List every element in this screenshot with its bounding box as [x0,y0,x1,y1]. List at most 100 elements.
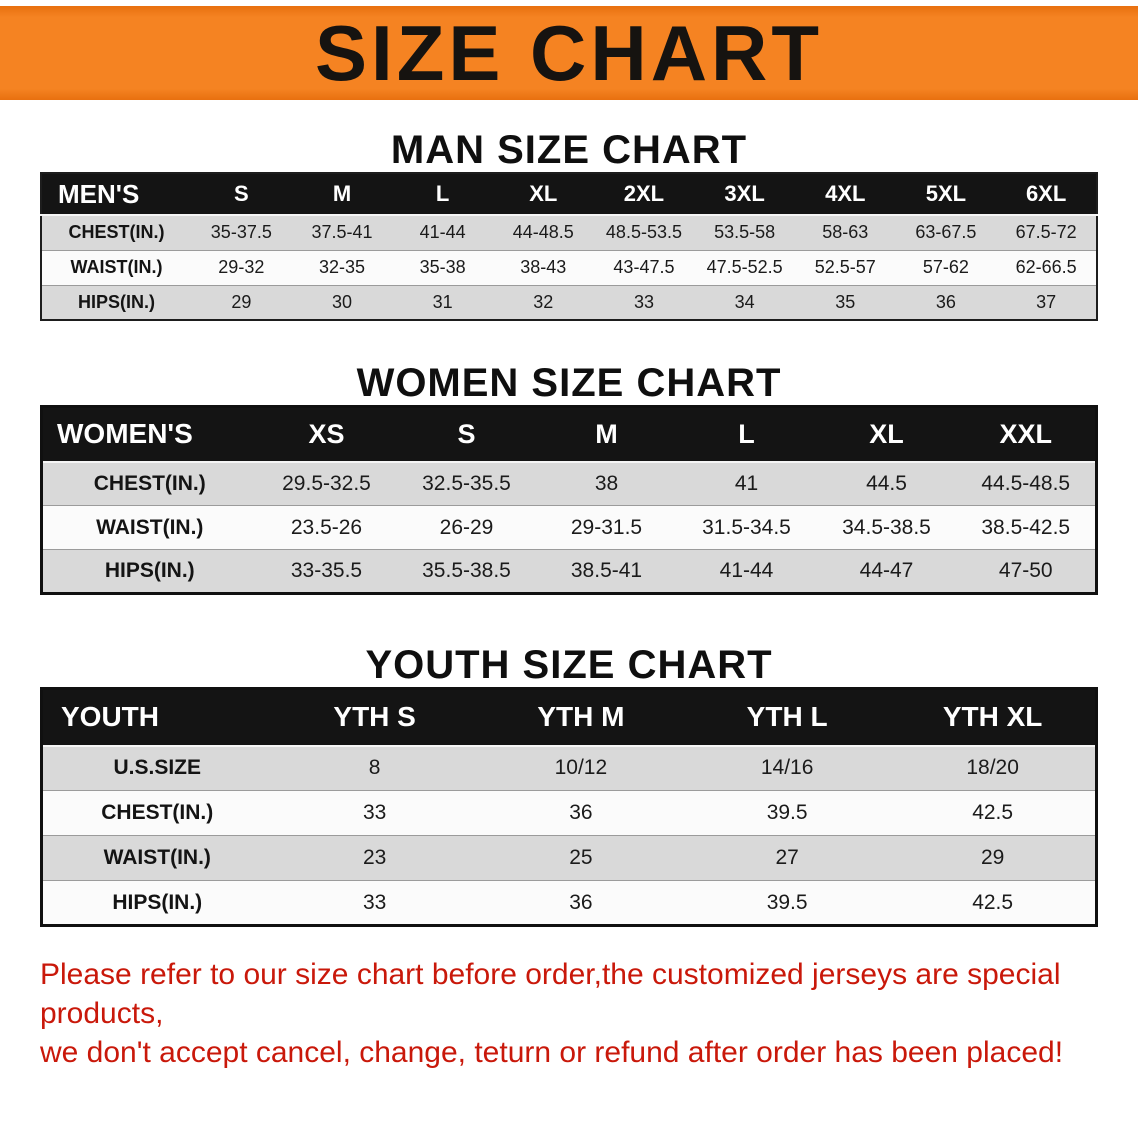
table-corner-label: MEN'S [41,173,191,216]
size-value: 23 [271,835,478,881]
size-value: 14/16 [684,745,891,791]
size-column-header: YTH M [477,688,684,747]
size-value: 44.5-48.5 [956,461,1097,506]
measurement-row: HIPS(IN.) 33-35.5 35.5-38.5 38.5-41 41-44 44-… [41,549,1097,594]
measurement-label: HIPS(IN.) [41,880,272,926]
size-column-header: YTH S [271,688,478,747]
disclaimer-line-1: Please refer to our size chart before or… [40,958,1061,1030]
size-value: 10/12 [477,745,684,791]
size-column-header: L [392,173,493,216]
men-size-section: MAN SIZE CHART MEN'S S M L XL 2XL 3XL 4XL 5XL 6XL… [0,128,1138,321]
size-column-header: M [291,173,393,216]
measurement-label: WAIST(IN.) [41,835,272,881]
size-value: 52.5-57 [794,249,896,285]
size-column-header: XL [492,173,594,216]
size-value: 35.5-38.5 [396,549,537,594]
youth-size-section: YOUTH SIZE CHART YOUTH YTH S YTH M YTH L YTH… [0,643,1138,927]
disclaimer-note: Please refer to our size chart before or… [0,955,1138,1072]
page-title: SIZE CHART [315,9,823,97]
size-column-header: 2XL [593,173,695,216]
size-value: 57-62 [895,249,997,285]
measurement-label: WAIST(IN.) [41,249,191,285]
size-value: 29 [191,284,292,320]
size-value: 38.5-42.5 [956,505,1097,550]
size-value: 38.5-41 [536,549,677,594]
size-column-header: L [676,406,817,463]
size-value: 42.5 [890,790,1097,836]
size-value: 8 [271,745,478,791]
size-column-header: S [191,173,292,216]
measurement-label: CHEST(IN.) [41,790,272,836]
size-value: 31.5-34.5 [676,505,817,550]
measurement-row: WAIST(IN.) 23.5-26 26-29 29-31.5 31.5-34.5 34… [41,505,1097,550]
size-value: 58-63 [794,214,896,250]
size-value: 35 [794,284,896,320]
size-value: 34 [694,284,795,320]
measurement-row: CHEST(IN.) 35-37.5 37.5-41 41-44 44-48.5 48.5… [41,214,1097,250]
size-value: 30 [291,284,393,320]
size-column-header: XXL [956,406,1097,463]
measurement-label: HIPS(IN.) [41,549,257,594]
size-value: 37 [996,284,1097,320]
measurement-row: CHEST(IN.) 29.5-32.5 32.5-35.5 38 41 44.5 44.5… [41,461,1097,506]
table-corner-label: YOUTH [41,688,272,747]
size-value: 39.5 [684,880,891,926]
size-column-header: YTH L [684,688,891,747]
youth-section-heading: YOUTH SIZE CHART [365,643,773,687]
size-value: 36 [895,284,997,320]
size-column-header: S [396,406,537,463]
women-section-heading: WOMEN SIZE CHART [356,361,782,405]
size-column-header: 4XL [794,173,896,216]
size-value: 35-38 [392,249,493,285]
size-value: 23.5-26 [256,505,397,550]
size-value: 36 [477,790,684,836]
size-value: 38 [536,461,677,506]
size-value: 67.5-72 [996,214,1097,250]
size-value: 36 [477,880,684,926]
size-value: 53.5-58 [694,214,795,250]
measurement-row: CHEST(IN.) 33 36 39.5 42.5 [41,790,1097,836]
size-value: 29-31.5 [536,505,677,550]
size-value: 33 [593,284,695,320]
measurement-label: U.S.SIZE [41,745,272,791]
size-value: 38-43 [492,249,594,285]
size-value: 41-44 [676,549,817,594]
size-column-header: M [536,406,677,463]
measurement-label: CHEST(IN.) [41,461,257,506]
men-size-table: MEN'S S M L XL 2XL 3XL 4XL 5XL 6XL CHEST(IN.) 35-37… [40,172,1098,321]
measurement-label: WAIST(IN.) [41,505,257,550]
size-column-header: 5XL [895,173,997,216]
measurement-row: HIPS(IN.) 29 30 31 32 33 34 35 36 37 [41,284,1097,320]
size-value: 41 [676,461,817,506]
size-value: 41-44 [392,214,493,250]
size-value: 44.5 [816,461,957,506]
size-value: 31 [392,284,493,320]
women-size-table: WOMEN'S XS S M L XL XXL CHEST(IN.) 29.5-32.5 32.5… [40,405,1098,595]
size-value: 47.5-52.5 [694,249,795,285]
size-value: 18/20 [890,745,1097,791]
size-value: 42.5 [890,880,1097,926]
size-value: 63-67.5 [895,214,997,250]
measurement-row: WAIST(IN.) 23 25 27 29 [41,835,1097,881]
size-value: 39.5 [684,790,891,836]
size-value: 26-29 [396,505,537,550]
measurement-row: U.S.SIZE 8 10/12 14/16 18/20 [41,745,1097,791]
size-value: 29 [890,835,1097,881]
size-column-header: 3XL [694,173,795,216]
size-value: 27 [684,835,891,881]
women-size-section: WOMEN SIZE CHART WOMEN'S XS S M L XL XXL CHEST(… [0,361,1138,595]
youth-size-table: YOUTH YTH S YTH M YTH L YTH XL U.S.SIZE 8 10/12… [40,687,1098,927]
size-value: 34.5-38.5 [816,505,957,550]
size-value: 32-35 [291,249,393,285]
measurement-row: HIPS(IN.) 33 36 39.5 42.5 [41,880,1097,926]
measurement-label: HIPS(IN.) [41,284,191,320]
size-value: 33-35.5 [256,549,397,594]
size-value: 44-48.5 [492,214,594,250]
size-column-header: YTH XL [890,688,1097,747]
disclaimer-line-2: we don't accept cancel, change, teturn o… [40,1036,1064,1069]
size-value: 29.5-32.5 [256,461,397,506]
size-value: 62-66.5 [996,249,1097,285]
size-column-header: 6XL [996,173,1097,216]
size-column-header: XL [816,406,957,463]
size-value: 48.5-53.5 [593,214,695,250]
